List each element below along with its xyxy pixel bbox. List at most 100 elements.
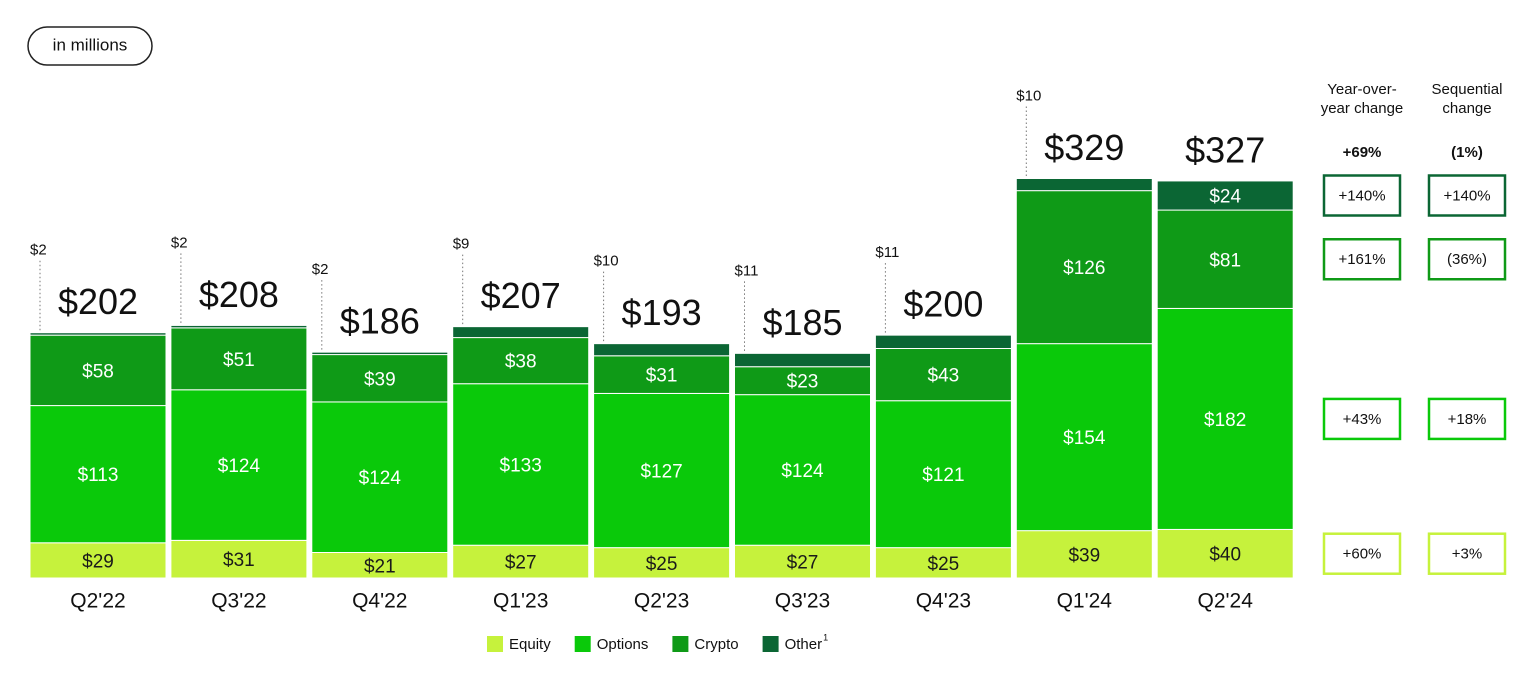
value-label: $9 <box>453 236 470 253</box>
value-label: $23 <box>787 372 819 393</box>
value-label: $10 <box>1016 87 1041 104</box>
change-box <box>1427 397 1507 441</box>
x-tick-label: Q2'22 <box>70 590 125 613</box>
bar-segment <box>311 354 449 403</box>
value-label: $127 <box>640 462 682 483</box>
bar-segment <box>452 326 590 339</box>
bar-segment <box>1015 178 1153 192</box>
change-box <box>1427 238 1507 281</box>
bar-segment <box>170 324 308 329</box>
value-label: $113 <box>78 465 119 486</box>
total-label: $202 <box>58 281 138 322</box>
value-label: $51 <box>223 350 255 371</box>
bar-segment <box>29 334 167 407</box>
value-label: $10 <box>594 253 619 270</box>
value-label: $154 <box>1063 428 1106 449</box>
value-label: $133 <box>500 455 542 476</box>
change-header: change <box>1442 100 1491 117</box>
legend-swatch <box>672 636 689 652</box>
bar-segment <box>29 332 167 336</box>
value-label: $126 <box>1063 258 1105 279</box>
legend-footnote: 1 <box>823 632 828 642</box>
change-box <box>1322 238 1402 281</box>
value-label: $58 <box>82 361 114 382</box>
bar-segment <box>452 383 590 546</box>
change-box <box>1427 174 1507 217</box>
bar-segment <box>170 327 308 391</box>
bar-segment <box>593 547 731 579</box>
bar-segment <box>874 547 1012 579</box>
bar-segment <box>734 544 871 579</box>
value-label: $2 <box>171 234 188 251</box>
legend-label: Crypto <box>694 636 738 653</box>
x-tick-label: Q2'24 <box>1198 590 1254 613</box>
x-tick-label: Q4'22 <box>352 590 407 613</box>
total-label: $329 <box>1044 127 1124 168</box>
change-box <box>1322 532 1402 575</box>
bar-segment <box>170 539 308 579</box>
change-value: (36%) <box>1447 251 1487 268</box>
value-label: $21 <box>364 556 396 577</box>
change-total: (1%) <box>1451 144 1483 161</box>
unit-note: in millions <box>53 35 128 54</box>
value-label: $81 <box>1209 250 1241 271</box>
x-tick-label: Q3'22 <box>211 590 266 613</box>
value-label: $43 <box>928 366 960 387</box>
change-box <box>1427 532 1507 575</box>
bar-segment <box>874 334 1012 349</box>
bar-segment <box>311 351 449 356</box>
value-label: $25 <box>646 554 678 575</box>
change-header: year change <box>1321 100 1404 117</box>
change-value: +60% <box>1343 546 1382 563</box>
change-header: Year-over- <box>1327 81 1396 98</box>
x-tick-label: Q4'23 <box>916 590 971 613</box>
bar-segment <box>593 392 731 549</box>
bar-segment <box>452 544 590 579</box>
bar-segment <box>29 542 167 579</box>
bar-segment <box>874 400 1012 549</box>
total-label: $193 <box>622 292 702 333</box>
change-total: +69% <box>1343 144 1382 161</box>
x-tick-label: Q1'24 <box>1057 590 1113 613</box>
value-label: $24 <box>1209 187 1241 208</box>
bar-segment <box>311 401 449 553</box>
bar-segment <box>593 355 731 394</box>
bar-segment <box>1156 180 1294 211</box>
change-header: Sequential <box>1432 81 1503 98</box>
value-label: $27 <box>505 553 537 574</box>
legend-label: Equity <box>509 636 551 653</box>
total-label: $200 <box>903 284 983 325</box>
value-label: $27 <box>787 553 819 574</box>
bar-segment <box>1015 530 1153 579</box>
bar-segment <box>452 337 590 385</box>
legend-swatch <box>487 636 503 652</box>
total-label: $208 <box>199 274 279 315</box>
value-label: $121 <box>922 465 964 486</box>
legend-swatch <box>762 636 779 652</box>
bar-segment <box>1015 190 1153 345</box>
total-label: $185 <box>762 302 842 343</box>
legend-label: Options <box>597 636 649 653</box>
bar-segment <box>1156 528 1294 579</box>
value-label: $38 <box>505 352 537 373</box>
change-value: +140% <box>1338 187 1385 204</box>
bar-segment <box>311 552 449 579</box>
change-value: +3% <box>1452 546 1482 563</box>
value-label: $39 <box>364 369 396 390</box>
value-label: $31 <box>646 366 678 387</box>
value-label: $124 <box>359 468 402 489</box>
bar-segment <box>1156 307 1294 530</box>
value-label: $40 <box>1209 545 1241 566</box>
change-value: +18% <box>1448 411 1487 428</box>
x-tick-label: Q3'23 <box>775 590 830 613</box>
bar-segment <box>170 389 308 541</box>
change-box <box>1322 174 1402 217</box>
x-tick-label: Q2'23 <box>634 590 689 613</box>
value-label: $11 <box>735 262 759 279</box>
legend-label: Other <box>785 636 823 653</box>
value-label: $2 <box>312 261 329 278</box>
value-label: $31 <box>223 550 255 571</box>
total-label: $327 <box>1185 129 1265 170</box>
